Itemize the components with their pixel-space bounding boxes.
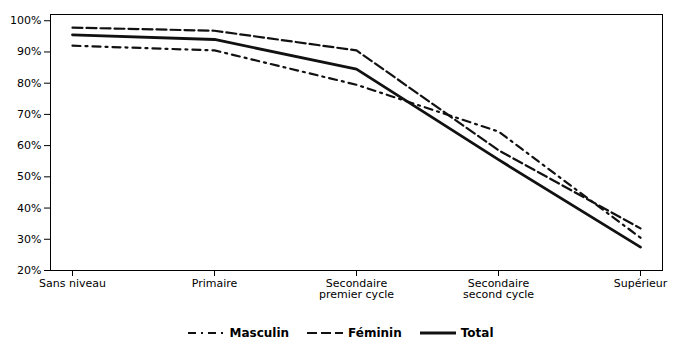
svg-text:60%: 60%	[17, 139, 41, 152]
svg-text:Sans niveau: Sans niveau	[39, 277, 106, 290]
html-text:Masculin: Masculin	[229, 326, 290, 340]
svg-text:90%: 90%	[17, 45, 41, 58]
svg-text:100%: 100%	[10, 14, 41, 27]
svg-text:Secondairesecond cycle: Secondairesecond cycle	[463, 277, 534, 301]
svg-text:40%: 40%	[17, 202, 41, 215]
html-text:Féminin: Féminin	[348, 326, 402, 340]
svg-text:80%: 80%	[17, 77, 41, 90]
svg-text:Supérieur: Supérieur	[614, 277, 668, 290]
svg-text:70%: 70%	[17, 108, 41, 121]
html-text:Total: Total	[460, 326, 494, 340]
svg-text:50%: 50%	[17, 170, 41, 183]
svg-text:Primaire: Primaire	[192, 277, 238, 290]
svg-text:20%: 20%	[17, 264, 41, 277]
svg-text:30%: 30%	[17, 233, 41, 246]
svg-text:Secondairepremier cycle: Secondairepremier cycle	[319, 277, 394, 301]
